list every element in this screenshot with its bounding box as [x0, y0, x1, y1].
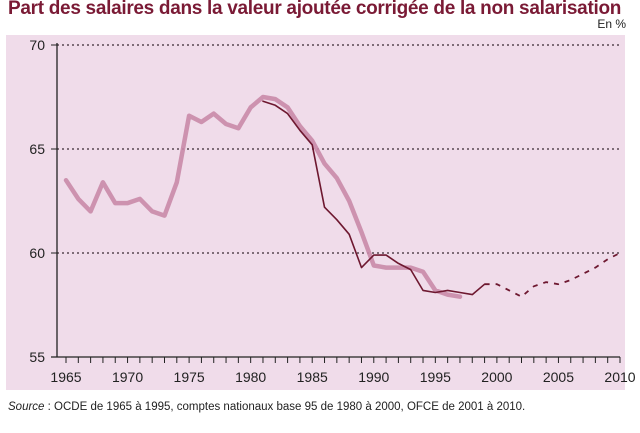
source-label: Source — [8, 401, 45, 413]
chart-title: Part des salaires dans la valeur ajoutée… — [8, 0, 622, 19]
x-tick-label: 2005 — [543, 369, 574, 385]
source-note: Source : OCDE de 1965 à 1995, comptes na… — [8, 401, 525, 413]
source-text: : OCDE de 1965 à 1995, comptes nationaux… — [44, 401, 526, 413]
x-tick-label: 1995 — [420, 369, 451, 385]
x-tick-label: 1985 — [297, 369, 328, 385]
unit-label: En % — [597, 17, 626, 31]
plot-background — [6, 35, 625, 390]
y-tick-label: 70 — [29, 37, 45, 53]
x-tick-label: 1975 — [174, 369, 205, 385]
x-tick-label: 1965 — [50, 369, 81, 385]
y-tick-label: 60 — [29, 245, 45, 261]
series-line-thin — [262, 100, 486, 296]
x-tick-labels: 1965 1970 1975 1980 1985 1990 1995 2000 2005 2010 — [50, 369, 635, 385]
x-tick-label: 2010 — [604, 369, 635, 385]
series-line-dashed — [484, 252, 621, 298]
x-tick-label: 2000 — [481, 369, 512, 385]
x-tick-label: 1970 — [112, 369, 143, 385]
gridlines — [57, 44, 620, 254]
y-tick-labels: 55 60 65 70 — [29, 37, 45, 365]
x-tick-label: 1990 — [358, 369, 389, 385]
y-tick-label: 55 — [29, 349, 45, 365]
y-tick-label: 65 — [29, 141, 45, 157]
x-tick-label: 1980 — [235, 369, 266, 385]
series-lines — [63, 94, 621, 299]
axes — [51, 43, 621, 363]
series-line-thick — [63, 94, 463, 299]
